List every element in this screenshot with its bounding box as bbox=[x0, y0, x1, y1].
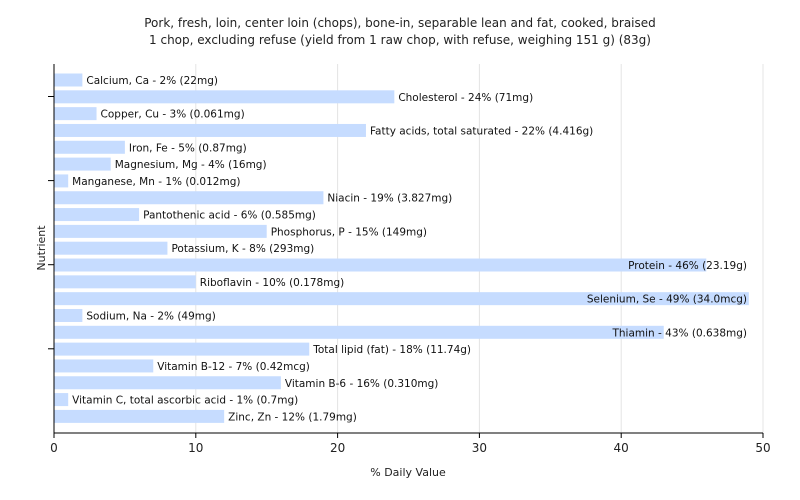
bar-label: Calcium, Ca - 2% (22mg) bbox=[86, 75, 218, 87]
bar-labels: Calcium, Ca - 2% (22mg) Cholesterol - 24%… bbox=[72, 75, 747, 423]
bar-label: Pantothenic acid - 6% (0.585mg) bbox=[143, 210, 316, 222]
bar-label: Zinc, Zn - 12% (1.79mg) bbox=[228, 411, 357, 423]
x-tick-label: 50 bbox=[755, 441, 770, 455]
bar bbox=[54, 376, 281, 390]
bar bbox=[54, 224, 267, 238]
bar bbox=[54, 308, 83, 322]
bar bbox=[54, 241, 168, 255]
bar-label: Niacin - 19% (3.827mg) bbox=[327, 193, 452, 205]
bar-label: Iron, Fe - 5% (0.87mg) bbox=[129, 142, 247, 154]
bar bbox=[54, 258, 707, 272]
bar-label: Vitamin C, total ascorbic acid - 1% (0.7… bbox=[72, 395, 298, 407]
bar bbox=[54, 342, 310, 356]
bar-label: Phosphorus, P - 15% (149mg) bbox=[271, 226, 427, 238]
bar-label: Total lipid (fat) - 18% (11.74g) bbox=[312, 344, 471, 356]
axes bbox=[48, 64, 763, 434]
x-tick-label: 40 bbox=[614, 441, 629, 455]
bar-label: Sodium, Na - 2% (49mg) bbox=[86, 310, 215, 322]
bar bbox=[54, 208, 140, 222]
x-tick-label: 0 bbox=[50, 441, 58, 455]
bar bbox=[54, 174, 69, 188]
y-axis-label: Nutrient bbox=[35, 225, 48, 271]
bar-label: Cholesterol - 24% (71mg) bbox=[398, 92, 533, 104]
bar-label: Protein - 46% (23.19g) bbox=[628, 260, 747, 272]
bar bbox=[54, 191, 324, 205]
bar bbox=[54, 409, 225, 423]
bar bbox=[54, 359, 154, 373]
x-tick-labels: 0 10 20 30 40 50 bbox=[50, 433, 771, 455]
bar bbox=[54, 90, 395, 104]
bar bbox=[54, 393, 69, 407]
bar-label: Copper, Cu - 3% (0.061mg) bbox=[101, 109, 245, 121]
x-axis-label: % Daily Value bbox=[370, 466, 446, 479]
bar bbox=[54, 107, 97, 121]
bar-series bbox=[54, 73, 749, 423]
bar-label: Fatty acids, total saturated - 22% (4.41… bbox=[370, 125, 593, 137]
bar bbox=[54, 123, 366, 137]
bar-label: Vitamin B-12 - 7% (0.42mcg) bbox=[157, 361, 310, 373]
bar bbox=[54, 140, 125, 154]
bar-label: Vitamin B-6 - 16% (0.310mg) bbox=[285, 378, 439, 390]
chart-title-line-2: 1 chop, excluding refuse (yield from 1 r… bbox=[149, 33, 651, 47]
bar-label: Selenium, Se - 49% (34.0mcg) bbox=[587, 294, 747, 306]
x-tick-label: 20 bbox=[330, 441, 345, 455]
bar bbox=[54, 325, 664, 339]
bar-label: Thiamin - 43% (0.638mg) bbox=[611, 327, 747, 339]
x-tick-label: 10 bbox=[188, 441, 203, 455]
bar bbox=[54, 292, 749, 306]
bar-label: Potassium, K - 8% (293mg) bbox=[171, 243, 314, 255]
bar-label: Manganese, Mn - 1% (0.012mg) bbox=[72, 176, 240, 188]
bar-label: Riboflavin - 10% (0.178mg) bbox=[200, 277, 344, 289]
x-tick-label: 30 bbox=[472, 441, 487, 455]
bar bbox=[54, 157, 111, 171]
bar-label: Magnesium, Mg - 4% (16mg) bbox=[115, 159, 267, 171]
chart-title-line-1: Pork, fresh, loin, center loin (chops), … bbox=[144, 16, 656, 30]
bar bbox=[54, 275, 196, 289]
bar bbox=[54, 73, 83, 87]
